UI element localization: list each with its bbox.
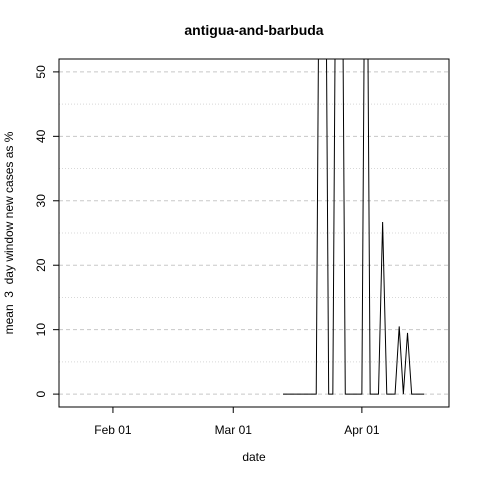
series-layer [283,59,425,395]
series-line [283,59,425,395]
x-tick-label: Apr 01 [344,423,380,437]
x-axis-label: date [242,450,266,464]
x-axis: Feb 01 Mar 01 Apr 01 [94,407,380,437]
y-tick-label: 40 [34,129,48,143]
chart-title: antigua-and-barbuda [184,22,323,38]
y-tick-label: 10 [34,323,48,337]
y-tick-label: 0 [34,390,48,397]
y-axis-label: mean 3 day window new cases as % [2,131,16,334]
x-tick-label: Feb 01 [94,423,132,437]
x-tick-label: Mar 01 [215,423,253,437]
y-axis: 0 10 20 30 40 50 [34,65,59,397]
plot-frame [58,58,450,408]
y-tick-label: 50 [34,65,48,79]
y-tick-label: 20 [34,258,48,272]
y-tick-label: 30 [34,194,48,208]
